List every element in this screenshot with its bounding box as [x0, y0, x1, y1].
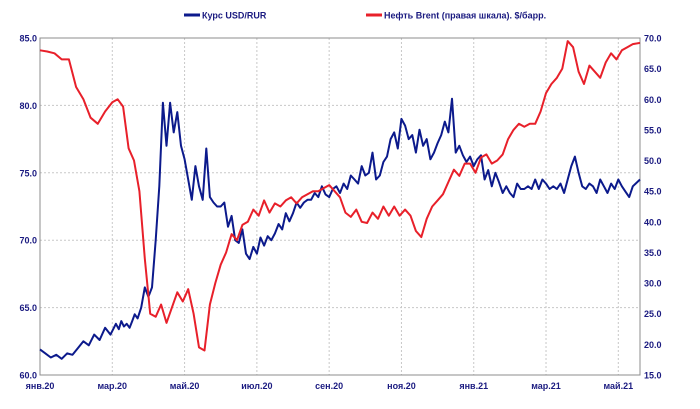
x-tick-label: янв.20 — [26, 381, 55, 391]
x-tick-label: мар.20 — [98, 381, 128, 391]
y-right-tick-label: 25.0 — [644, 309, 662, 319]
y-left-tick-label: 65.0 — [19, 303, 37, 313]
x-tick-label: сен.20 — [315, 381, 343, 391]
legend-label-usd: Курс USD/RUR — [202, 11, 267, 21]
y-right-tick-label: 70.0 — [644, 34, 662, 44]
y-right-tick-label: 35.0 — [644, 248, 662, 258]
axes: 60.0 65.0 70.0 75.0 80.0 85.0 15.0 20.0 25.0 30.0… — [19, 34, 661, 392]
y-right-tick-label: 50.0 — [644, 156, 662, 166]
y-left-tick-label: 85.0 — [19, 34, 37, 44]
series-lines — [39, 40, 641, 360]
y-right-tick-label: 30.0 — [644, 279, 662, 289]
x-tick-label: май.21 — [604, 381, 634, 391]
x-tick-label: май.20 — [170, 381, 200, 391]
legend-label-brent: Нефть Brent (правая шкала). $/барр. — [384, 11, 546, 21]
series-line-usd — [39, 97, 641, 360]
x-tick-label: мар.21 — [531, 381, 561, 391]
x-tick-label: ноя.20 — [387, 381, 416, 391]
legend: Курс USD/RUR Нефть Brent (правая шкала).… — [184, 11, 546, 21]
x-tick-label: июл.20 — [241, 381, 272, 391]
y-left-tick-label: 70.0 — [19, 236, 37, 246]
y-left-tick-label: 80.0 — [19, 101, 37, 111]
y-left-tick-label: 60.0 — [19, 371, 37, 381]
y-right-tick-label: 55.0 — [644, 125, 662, 135]
series-line-brent — [39, 40, 641, 352]
y-right-tick-label: 65.0 — [644, 64, 662, 74]
plot-area — [39, 37, 641, 376]
y-right-tick-label: 45.0 — [644, 187, 662, 197]
y-right-tick-label: 60.0 — [644, 95, 662, 105]
y-right-tick-label: 40.0 — [644, 217, 662, 227]
y-right-tick-label: 20.0 — [644, 340, 662, 350]
y-right-tick-label: 15.0 — [644, 371, 662, 381]
y-left-tick-label: 75.0 — [19, 168, 37, 178]
x-tick-label: янв.21 — [459, 381, 488, 391]
